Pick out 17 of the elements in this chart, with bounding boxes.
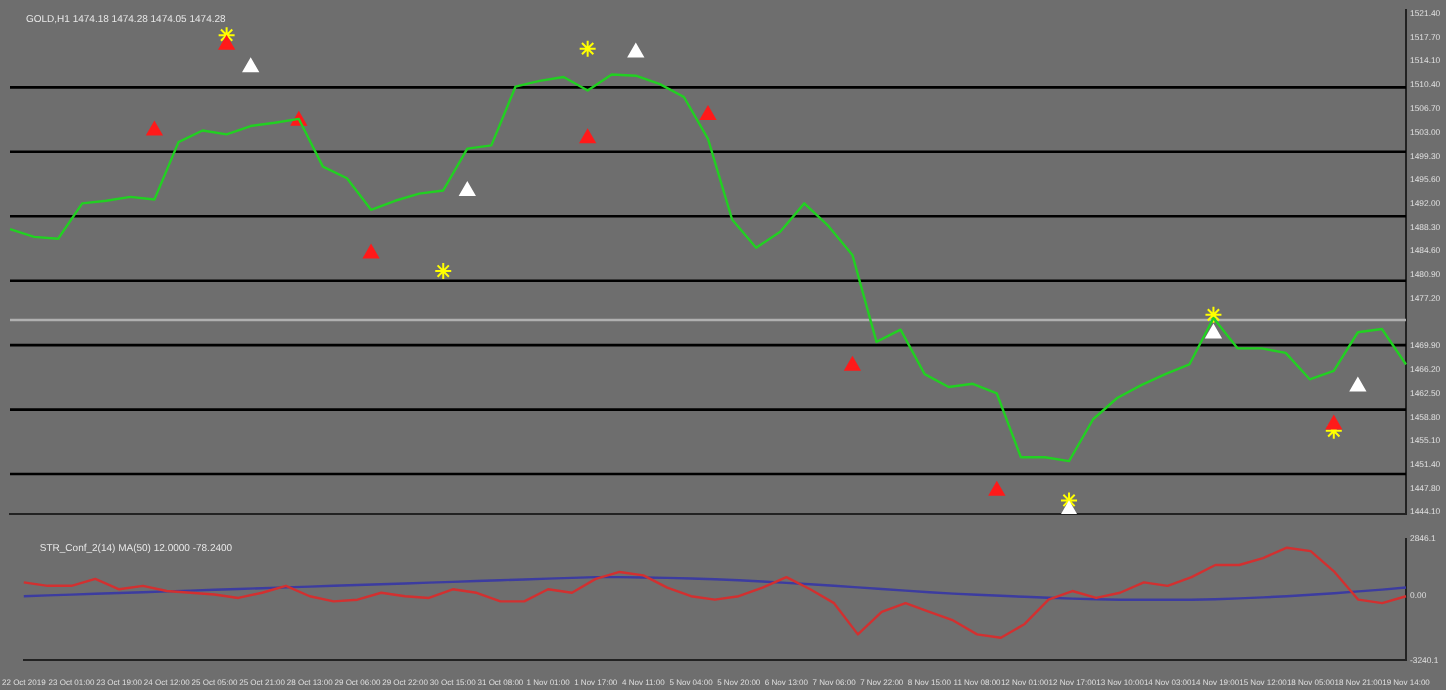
- point: [844, 356, 861, 371]
- point: [1325, 415, 1342, 430]
- point: [627, 43, 644, 58]
- point: [578, 39, 597, 58]
- point: [700, 106, 716, 121]
- point: [988, 481, 1005, 496]
- point: [459, 182, 476, 197]
- point: [1204, 305, 1223, 324]
- point: [1205, 324, 1222, 339]
- point: [1349, 377, 1366, 392]
- point: [579, 129, 596, 144]
- point: [242, 58, 259, 73]
- point: [434, 262, 453, 281]
- point: [146, 121, 163, 136]
- point: [1061, 501, 1077, 514]
- point: [363, 244, 379, 259]
- point: [218, 35, 235, 50]
